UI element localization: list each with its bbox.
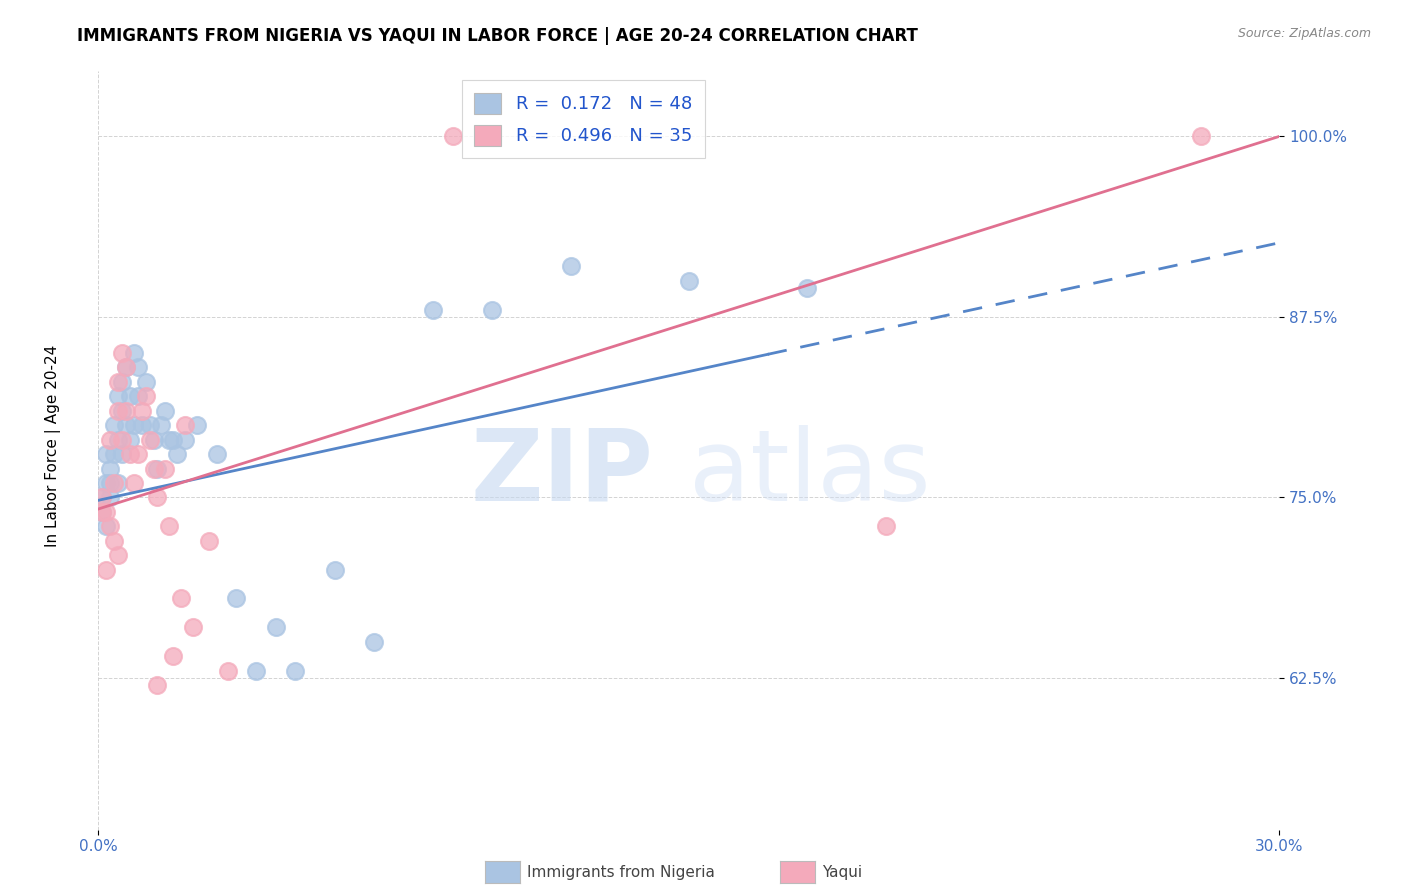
Point — [111, 433, 134, 447]
Point — [796, 281, 818, 295]
Point — [162, 433, 184, 447]
Point — [875, 519, 897, 533]
Point — [118, 447, 141, 461]
Point — [103, 447, 125, 461]
Point — [186, 418, 208, 433]
Text: atlas: atlas — [689, 425, 931, 522]
Point — [560, 260, 582, 274]
Point — [98, 433, 121, 447]
Point — [131, 403, 153, 417]
Point — [91, 505, 114, 519]
Point — [96, 447, 118, 461]
Point — [131, 418, 153, 433]
Point — [98, 461, 121, 475]
Point — [122, 418, 145, 433]
Point — [111, 403, 134, 417]
Point — [98, 519, 121, 533]
Point — [138, 433, 160, 447]
Point — [115, 418, 138, 433]
Point — [217, 664, 239, 678]
Point — [91, 491, 114, 505]
Point — [323, 563, 346, 577]
Point — [146, 461, 169, 475]
Point — [127, 389, 149, 403]
Point — [197, 533, 219, 548]
Point — [91, 505, 114, 519]
Point — [174, 433, 197, 447]
Point — [122, 475, 145, 490]
Point — [146, 491, 169, 505]
Point — [481, 302, 503, 317]
Point — [245, 664, 267, 678]
Point — [157, 519, 180, 533]
Point — [96, 475, 118, 490]
Point — [107, 375, 129, 389]
Point — [96, 519, 118, 533]
Point — [150, 418, 173, 433]
Point — [174, 418, 197, 433]
Point — [127, 447, 149, 461]
Point — [142, 433, 165, 447]
Point — [98, 475, 121, 490]
Point — [170, 591, 193, 606]
Point — [98, 491, 121, 505]
Point — [115, 360, 138, 375]
Text: IMMIGRANTS FROM NIGERIA VS YAQUI IN LABOR FORCE | AGE 20-24 CORRELATION CHART: IMMIGRANTS FROM NIGERIA VS YAQUI IN LABO… — [77, 27, 918, 45]
Point — [111, 447, 134, 461]
Point — [103, 533, 125, 548]
Point — [91, 491, 114, 505]
Point — [284, 664, 307, 678]
Point — [138, 418, 160, 433]
Point — [146, 678, 169, 692]
Point — [111, 375, 134, 389]
Point — [115, 360, 138, 375]
Text: In Labor Force | Age 20-24: In Labor Force | Age 20-24 — [45, 345, 62, 547]
Point — [107, 548, 129, 562]
Point — [135, 375, 157, 389]
Point — [118, 433, 141, 447]
Point — [155, 403, 177, 417]
Legend: R =  0.172   N = 48, R =  0.496   N = 35: R = 0.172 N = 48, R = 0.496 N = 35 — [461, 80, 704, 158]
Point — [122, 346, 145, 360]
Point — [205, 447, 228, 461]
Point — [155, 461, 177, 475]
Point — [111, 346, 134, 360]
Point — [678, 274, 700, 288]
Point — [181, 620, 204, 634]
Point — [96, 563, 118, 577]
Point — [115, 403, 138, 417]
Point — [1189, 129, 1212, 144]
Point — [142, 461, 165, 475]
Point — [107, 433, 129, 447]
Point — [363, 635, 385, 649]
Point — [157, 433, 180, 447]
Point — [118, 389, 141, 403]
Point — [107, 475, 129, 490]
Point — [264, 620, 287, 634]
Point — [103, 418, 125, 433]
Point — [162, 649, 184, 664]
Point — [103, 475, 125, 490]
Point — [225, 591, 247, 606]
Text: Source: ZipAtlas.com: Source: ZipAtlas.com — [1237, 27, 1371, 40]
Point — [127, 360, 149, 375]
Text: Immigrants from Nigeria: Immigrants from Nigeria — [527, 865, 716, 880]
Point — [422, 302, 444, 317]
Text: Yaqui: Yaqui — [823, 865, 863, 880]
Point — [441, 129, 464, 144]
Point — [166, 447, 188, 461]
Point — [107, 403, 129, 417]
Text: ZIP: ZIP — [471, 425, 654, 522]
Point — [107, 389, 129, 403]
Point — [96, 505, 118, 519]
Point — [135, 389, 157, 403]
